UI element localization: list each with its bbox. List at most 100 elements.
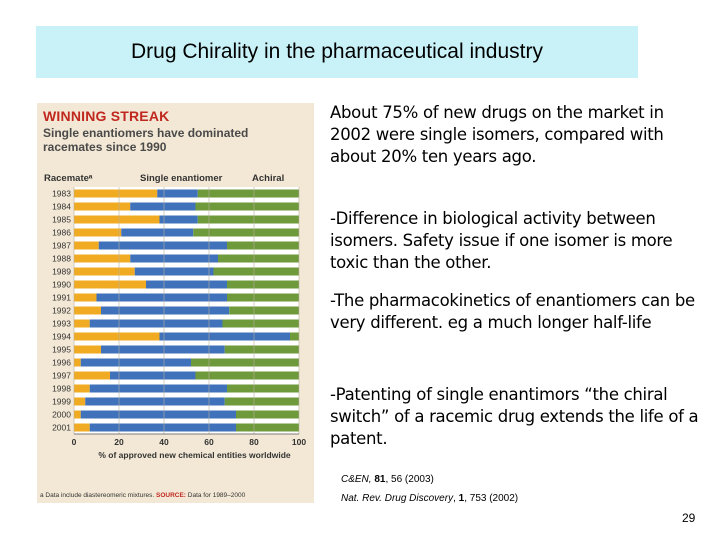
bar-achiral: [195, 371, 299, 380]
y-tick-label: 1987: [52, 241, 71, 251]
bar-achiral: [227, 280, 299, 289]
bar-racemate: [74, 241, 99, 250]
bar-single-enantiomer: [121, 228, 194, 237]
y-tick-label: 1998: [52, 384, 71, 394]
y-tick-label: 1985: [52, 215, 71, 225]
bar-racemate: [74, 423, 90, 432]
bar-racemate: [74, 202, 131, 211]
footnote-text: Data include diastereomeric mixtures.: [43, 492, 156, 499]
bar-racemate: [74, 345, 101, 354]
bar-racemate: [74, 371, 110, 380]
slide-title: Drug Chirality in the pharmaceutical ind…: [130, 40, 543, 63]
bar-single-enantiomer: [159, 332, 290, 341]
legend-racemate: Racemateᵃ: [44, 173, 93, 184]
source-text: Data for 1989–2000: [185, 492, 246, 499]
figure-heading: WINNING STREAK: [43, 108, 170, 124]
reference-cen-source: C&EN,: [341, 474, 375, 485]
paragraph-biological-activity: -Difference in biological activity betwe…: [330, 209, 673, 272]
bar-single-enantiomer: [89, 384, 227, 393]
y-tick-label: 2000: [52, 410, 71, 420]
legend-achiral: Achiral: [252, 173, 285, 184]
reference-nrdd-rest: , 753 (2002): [464, 493, 519, 504]
bar-racemate: [74, 384, 90, 393]
bar-achiral: [197, 189, 299, 198]
bar-racemate: [74, 280, 146, 289]
reference-cen-volume: 81: [374, 474, 386, 485]
bar-single-enantiomer: [157, 189, 198, 198]
bar-achiral: [236, 423, 299, 432]
bar-achiral: [218, 254, 299, 263]
bar-racemate: [74, 319, 90, 328]
x-tick-label: 60: [204, 437, 214, 447]
bar-single-enantiomer: [89, 423, 236, 432]
bar-achiral: [213, 267, 299, 276]
bar-achiral: [222, 319, 299, 328]
reference-nrdd-volume: 1: [458, 493, 465, 504]
source-label: SOURCE:: [155, 492, 186, 499]
bar-single-enantiomer: [101, 306, 230, 315]
y-tick-label: 1997: [52, 371, 71, 381]
y-tick-label: 1989: [52, 267, 71, 277]
legend-single-enantiomer: Single enantiomer: [140, 173, 223, 184]
y-tick-label: 1991: [52, 293, 71, 303]
figure-footnote: a Data include diastereomeric mixtures. …: [40, 492, 245, 499]
reference-nrdd: Nat. Rev. Drug Discovery, 1, 753 (2002): [341, 493, 518, 504]
slide-title-box: Drug Chirality in the pharmaceutical ind…: [36, 26, 638, 78]
bar-achiral: [290, 332, 299, 341]
bar-single-enantiomer: [146, 280, 227, 289]
bar-racemate: [74, 254, 131, 263]
bar-racemate: [74, 332, 160, 341]
bar-achiral: [224, 397, 299, 406]
bar-single-enantiomer: [130, 202, 196, 211]
bar-racemate: [74, 358, 81, 367]
bar-achiral: [236, 410, 299, 419]
y-tick-label: 1996: [52, 358, 71, 368]
y-tick-label: 1994: [52, 332, 71, 342]
y-tick-label: 1988: [52, 254, 71, 264]
bar-achiral: [191, 358, 299, 367]
y-tick-label: 1992: [52, 306, 71, 316]
bar-achiral: [227, 384, 299, 393]
bar-single-enantiomer: [130, 254, 218, 263]
x-tick-label: 80: [249, 437, 259, 447]
reference-cen: C&EN, 81, 56 (2003): [341, 474, 434, 485]
y-tick-label: 2001: [52, 423, 71, 433]
reference-nrdd-source: Nat. Rev. Drug Discovery: [341, 493, 454, 504]
reference-cen-rest: , 56 (2003): [385, 474, 434, 485]
bar-single-enantiomer: [110, 371, 196, 380]
bar-achiral: [229, 306, 299, 315]
y-tick-label: 1983: [52, 189, 71, 199]
y-tick-label: 1999: [52, 397, 71, 407]
bar-racemate: [74, 410, 81, 419]
bar-single-enantiomer: [159, 215, 198, 224]
footnote-marker: a: [40, 492, 44, 499]
stacked-bar-chart: 1983 1984 1985 1986 1987 1988 1989 1990 1991 1992…: [52, 187, 306, 460]
bar-single-enantiomer: [80, 358, 191, 367]
bar-single-enantiomer: [134, 267, 214, 276]
bar-single-enantiomer: [85, 397, 225, 406]
paragraph-drug-share: About 75% of new drugs on the market in …: [330, 103, 664, 166]
x-tick-label: 0: [72, 437, 77, 447]
reference-nrdd-sep: ,: [453, 493, 459, 504]
bar-achiral: [227, 241, 299, 250]
bar-achiral: [195, 202, 299, 211]
y-tick-label: 1986: [52, 228, 71, 238]
bar-single-enantiomer: [89, 319, 223, 328]
bar-achiral: [197, 215, 299, 224]
paragraph-chiral-switch: -Patenting of single enantimors “the chi…: [330, 385, 699, 448]
bar-single-enantiomer: [96, 293, 227, 302]
bar-racemate: [74, 397, 86, 406]
bar-achiral: [193, 228, 299, 237]
bar-achiral: [224, 345, 299, 354]
winning-streak-figure: WINNING STREAK Single enantiomers have d…: [37, 103, 314, 503]
bar-single-enantiomer: [80, 410, 236, 419]
bar-racemate: [74, 228, 122, 237]
bar-racemate: [74, 189, 158, 198]
figure-subheading: Single enantiomers have dominated racema…: [43, 126, 249, 154]
x-tick-label: 20: [114, 437, 124, 447]
bar-single-enantiomer: [101, 345, 225, 354]
y-tick-label: 1993: [52, 319, 71, 329]
x-axis-label: % of approved new chemical entities worl…: [98, 450, 291, 460]
bar-racemate: [74, 293, 97, 302]
page-number: 29: [682, 511, 696, 525]
